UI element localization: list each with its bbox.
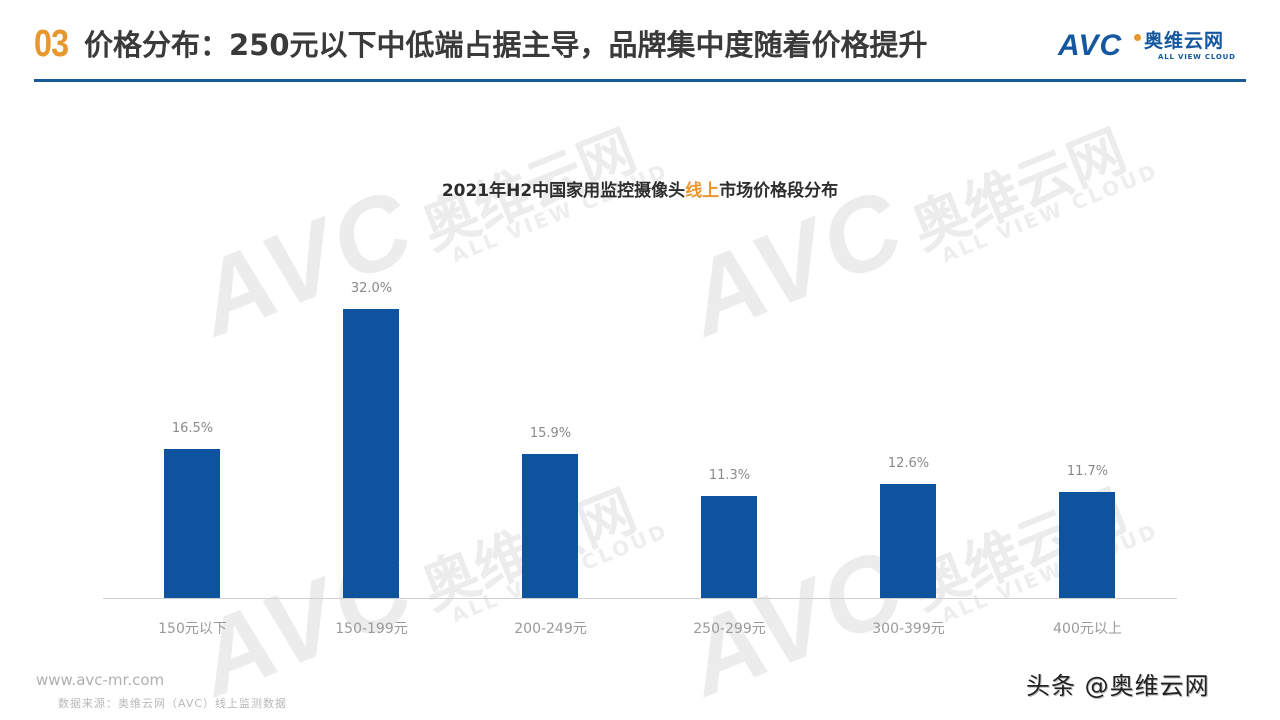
x-axis-label: 150元以下 bbox=[158, 621, 227, 637]
bar-value-label: 11.7% bbox=[1066, 464, 1109, 479]
bar-group: 16.5% bbox=[103, 270, 282, 598]
logo-cn-name: 奥维云网 bbox=[1144, 30, 1225, 52]
bar bbox=[522, 454, 578, 598]
bar-value-label: 16.5% bbox=[171, 421, 214, 436]
logo-avc-mark: AVC bbox=[1058, 29, 1123, 62]
section-number: 03 bbox=[34, 23, 69, 65]
avc-logo: AVC 奥维云网 ALL VIEW CLOUD bbox=[1058, 30, 1248, 64]
watermark-en: ALL VIEW CLOUD bbox=[447, 158, 672, 268]
chart-title: 2021年H2中国家用监控摄像头线上市场价格段分布 bbox=[0, 176, 1280, 201]
x-axis-label: 400元以上 bbox=[1053, 621, 1122, 637]
bar bbox=[343, 309, 399, 598]
footer-data-source: 数据来源：奥维云网（AVC）线上监测数据 bbox=[58, 697, 288, 710]
bar-group: 12.6% bbox=[819, 270, 998, 598]
x-axis-line bbox=[103, 598, 1177, 599]
bar bbox=[880, 484, 936, 598]
bar-value-label: 11.3% bbox=[708, 468, 751, 483]
watermark-en: ALL VIEW CLOUD bbox=[937, 158, 1162, 268]
logo-dot-icon bbox=[1134, 34, 1141, 41]
bar-group: 11.3% bbox=[640, 270, 819, 598]
bar-group: 32.0% bbox=[282, 270, 461, 598]
page-title: 价格分布：250元以下中低端占据主导，品牌集中度随着价格提升 bbox=[84, 28, 928, 62]
footer-website-link[interactable]: www.avc-mr.com bbox=[36, 671, 165, 689]
chart-title-prefix: 2021年H2中国家用监控摄像头 bbox=[441, 181, 686, 201]
bar bbox=[701, 496, 757, 598]
bar-value-label: 15.9% bbox=[529, 426, 572, 441]
bar-value-label: 32.0% bbox=[350, 281, 393, 296]
header-divider bbox=[34, 79, 1246, 82]
chart-title-suffix: 市场价格段分布 bbox=[719, 181, 839, 201]
bar-group: 11.7% bbox=[998, 270, 1177, 598]
bar-chart: 16.5% 32.0% 15.9% 11.3% 12.6% 11.7% 150元… bbox=[103, 270, 1177, 637]
x-axis-label: 150-199元 bbox=[335, 621, 408, 637]
x-axis-label: 300-399元 bbox=[872, 621, 945, 637]
bar bbox=[1059, 492, 1115, 598]
footer-credit: 头条 @奥维云网 bbox=[1026, 672, 1210, 700]
bar bbox=[164, 449, 220, 598]
slide-header: 03 价格分布：250元以下中低端占据主导，品牌集中度随着价格提升 AVC 奥维… bbox=[0, 0, 1280, 82]
bar-group: 15.9% bbox=[461, 270, 640, 598]
logo-en-name: ALL VIEW CLOUD bbox=[1158, 53, 1236, 61]
chart-title-highlight: 线上 bbox=[685, 181, 720, 201]
x-axis-label: 250-299元 bbox=[693, 621, 766, 637]
bar-value-label: 12.6% bbox=[887, 456, 930, 471]
x-axis-label: 200-249元 bbox=[514, 621, 587, 637]
